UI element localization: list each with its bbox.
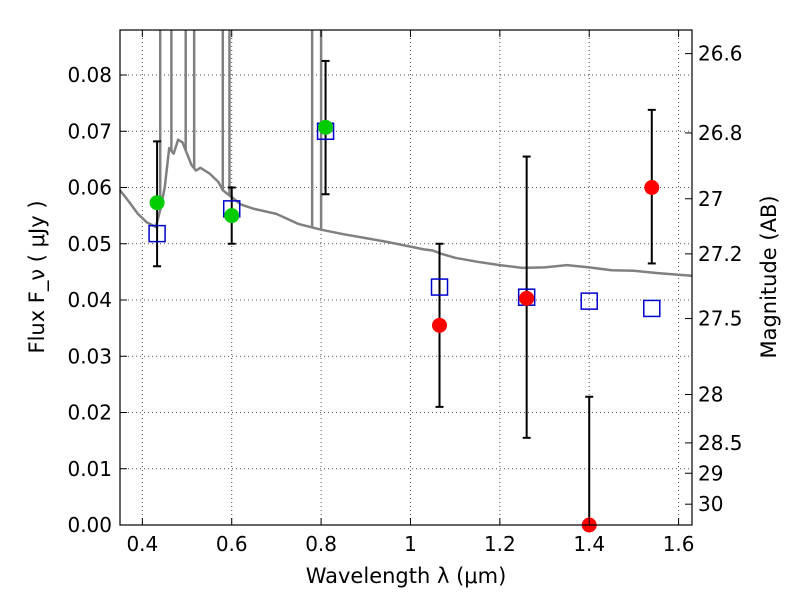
model-photometry-square [643, 299, 661, 318]
nondetection-point [432, 317, 448, 333]
right-tick-label: 26.6 [698, 42, 743, 66]
y-tick-label: 0.05 [67, 232, 112, 256]
x-tick-label: 1.4 [573, 532, 605, 556]
model-photometry-square [580, 292, 598, 310]
y-tick-label: 0.00 [67, 513, 112, 537]
right-tick-label: 28.5 [698, 431, 743, 455]
right-tick-label: 27.5 [698, 307, 743, 331]
model-photometry-square [148, 224, 166, 243]
x-tick-label: 0.8 [305, 532, 337, 556]
y-tick-label: 0.04 [67, 288, 112, 312]
y-tick-label: 0.01 [67, 457, 112, 481]
right-tick-label: 27 [698, 187, 723, 211]
model-photometry-square [430, 278, 449, 296]
x-tick-label: 1 [404, 532, 417, 556]
x-axis-label: Wavelength λ (μm) [306, 564, 507, 588]
right-tick-label: 26.8 [698, 121, 743, 145]
x-tick-label: 1.6 [663, 532, 695, 556]
nondetection-point [644, 180, 660, 195]
y-tick-label: 0.03 [67, 344, 112, 368]
x-tick-label: 1.2 [484, 532, 516, 556]
y-tick-label: 0.02 [67, 401, 112, 425]
right-tick-label: 28 [698, 383, 723, 407]
right-tick-label: 29 [698, 461, 723, 485]
y-tick-label: 0.08 [67, 63, 112, 87]
model-spectrum-line [119, 138, 693, 278]
grid [120, 30, 692, 526]
nondetection-point [519, 290, 535, 306]
x-tick-label: 0.6 [216, 532, 248, 556]
right-tick-label: 27.2 [698, 242, 743, 266]
series-layer [119, 30, 693, 533]
x-tick-label: 0.4 [126, 532, 158, 556]
y-axis-label: Flux F_ν ( μJy ) [25, 200, 50, 353]
plot-frame [119, 29, 693, 526]
right-tick-label: 30 [698, 492, 723, 516]
detection-point [318, 119, 334, 135]
y-tick-label: 0.07 [67, 119, 112, 143]
ticks-layer: 0.4 0.6 0.8 1 1.2 1.4 1.6 0.00 0.01 0.02 0.03 0.04 0… [67, 30, 743, 556]
detection-point [149, 195, 165, 211]
detection-point [224, 208, 240, 224]
y-tick-label: 0.06 [67, 176, 112, 200]
right-axis-label: Magnitude (AB) [757, 195, 781, 358]
